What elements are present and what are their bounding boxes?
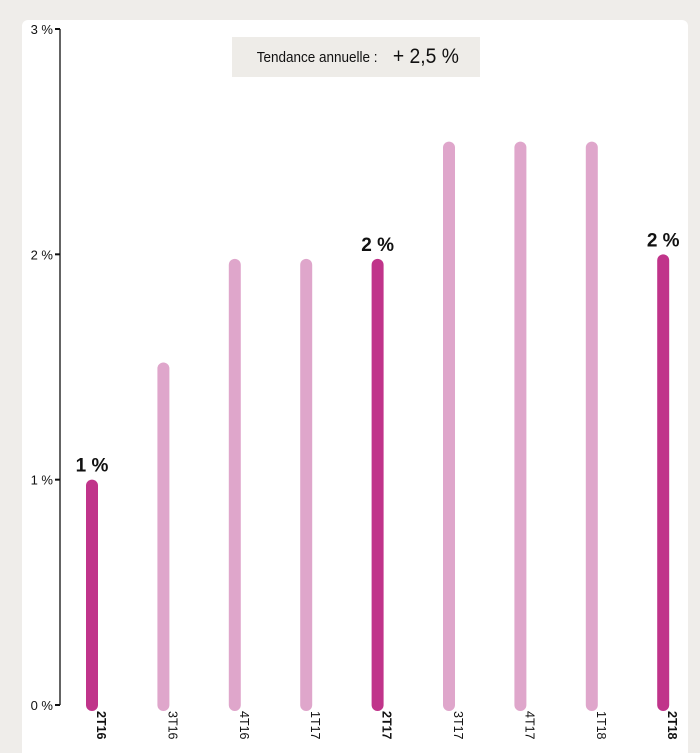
x-tick-label-1T17: 1T17 bbox=[308, 711, 322, 740]
trend-annotation: Tendance annuelle : + 2,5 % bbox=[232, 37, 480, 77]
trend-label: Tendance annuelle : bbox=[256, 48, 378, 66]
x-tick-label-3T17: 3T17 bbox=[451, 711, 465, 740]
bar-1T18 bbox=[585, 141, 598, 711]
bar-3T16 bbox=[157, 362, 170, 711]
bar-3T17 bbox=[443, 141, 455, 711]
bar-4T17 bbox=[514, 141, 527, 711]
trend-value: + 2,5 % bbox=[393, 45, 460, 68]
x-tick-labels: 2T16 3T16 4T16 1T17 2T17 3T17 4T17 1T18 2T18 bbox=[94, 711, 679, 740]
x-tick-label-2T18: 2T18 bbox=[665, 711, 679, 740]
bars bbox=[86, 141, 670, 712]
bar-1T17 bbox=[300, 258, 313, 711]
x-tick-label-2T17: 2T17 bbox=[380, 711, 394, 740]
y-tick-label: 3 % bbox=[31, 22, 54, 37]
bar-2T18 bbox=[657, 254, 670, 712]
x-tick-label-4T16: 4T16 bbox=[237, 711, 251, 740]
chart-panel bbox=[22, 20, 688, 753]
data-labels: 1 % 2 % 2 % bbox=[76, 230, 680, 476]
x-tick-label-4T17: 4T17 bbox=[522, 711, 536, 740]
y-axis: 0 % 1 % 2 % 3 % bbox=[31, 22, 61, 713]
data-label-2T18: 2 % bbox=[647, 230, 680, 251]
y-tick-label: 2 % bbox=[31, 247, 54, 262]
x-tick-label-1T18: 1T18 bbox=[594, 711, 608, 740]
x-tick-label-2T16: 2T16 bbox=[94, 711, 108, 740]
data-label-2T17: 2 % bbox=[361, 235, 394, 256]
data-label-2T16: 1 % bbox=[76, 456, 109, 477]
bar-2T16 bbox=[86, 479, 98, 711]
y-tick-label: 1 % bbox=[31, 473, 54, 488]
x-tick-label-3T16: 3T16 bbox=[165, 711, 179, 740]
bar-4T16 bbox=[228, 258, 241, 711]
y-tick-label: 0 % bbox=[31, 698, 54, 713]
bar-2T17 bbox=[371, 258, 384, 711]
